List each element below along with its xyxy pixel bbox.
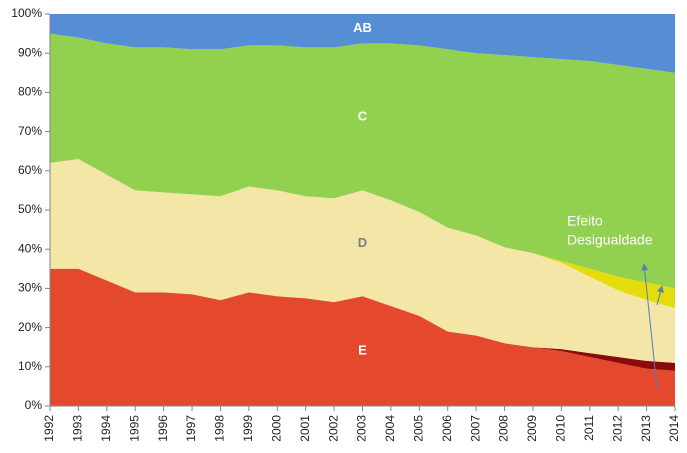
y-tick-label: 100% xyxy=(11,6,42,20)
y-tick-label: 10% xyxy=(18,359,42,373)
area xyxy=(50,159,675,363)
plot-area xyxy=(50,14,675,406)
y-tick-label: 70% xyxy=(18,124,42,138)
x-tick-label: 1999 xyxy=(241,415,255,442)
x-tick-label: 2001 xyxy=(298,415,312,442)
x-tick-label: 2009 xyxy=(525,415,539,442)
annotation: Desigualdade xyxy=(567,232,653,248)
area xyxy=(50,268,675,406)
x-tick-label: 2012 xyxy=(610,415,624,442)
annotation-arrow xyxy=(641,263,658,389)
x-tick-label: 2011 xyxy=(582,415,596,441)
x-tick-label: 1994 xyxy=(99,415,113,442)
x-tick-label: 2007 xyxy=(468,415,482,442)
series-label: E xyxy=(358,343,367,358)
x-tick-label: 1995 xyxy=(127,415,141,442)
x-tick-label: 2010 xyxy=(554,415,568,442)
area xyxy=(50,33,675,289)
series-label: D xyxy=(358,235,367,250)
x-tick-label: 2003 xyxy=(355,415,369,442)
y-tick-label: 50% xyxy=(18,202,42,216)
x-tick-label: 2004 xyxy=(383,415,397,442)
y-tick-label: 20% xyxy=(18,320,42,334)
x-tick-label: 2005 xyxy=(411,415,425,442)
annotation: Efeito xyxy=(567,213,603,229)
labels: E D C AB xyxy=(353,20,372,357)
x-tick-label: 2014 xyxy=(667,415,681,442)
x-tick-label: 2002 xyxy=(326,415,340,442)
x-tick-label: 1997 xyxy=(184,415,198,442)
annotation-arrow xyxy=(656,285,664,306)
y-tick-label: 0% xyxy=(25,398,43,412)
x-tick-label: 2000 xyxy=(269,415,283,442)
x-tick-label: 1992 xyxy=(42,415,56,442)
series-label: C xyxy=(358,108,368,123)
y-tick-label: 80% xyxy=(18,85,42,99)
area xyxy=(50,14,675,73)
x-tick-label: 2008 xyxy=(497,415,511,442)
x-tick-label: 2013 xyxy=(639,415,653,442)
y-tick-label: 90% xyxy=(18,45,42,59)
series-label: AB xyxy=(353,20,372,35)
x-tick-label: 1993 xyxy=(71,415,85,442)
y-tick-label: 60% xyxy=(18,163,42,177)
x-tick-label: 2006 xyxy=(440,415,454,442)
x-tick-label: 1998 xyxy=(213,415,227,442)
area xyxy=(50,268,675,371)
y-tick-label: 30% xyxy=(18,281,42,295)
y-tick-label: 40% xyxy=(18,241,42,255)
x-tick-label: 1996 xyxy=(156,415,170,442)
